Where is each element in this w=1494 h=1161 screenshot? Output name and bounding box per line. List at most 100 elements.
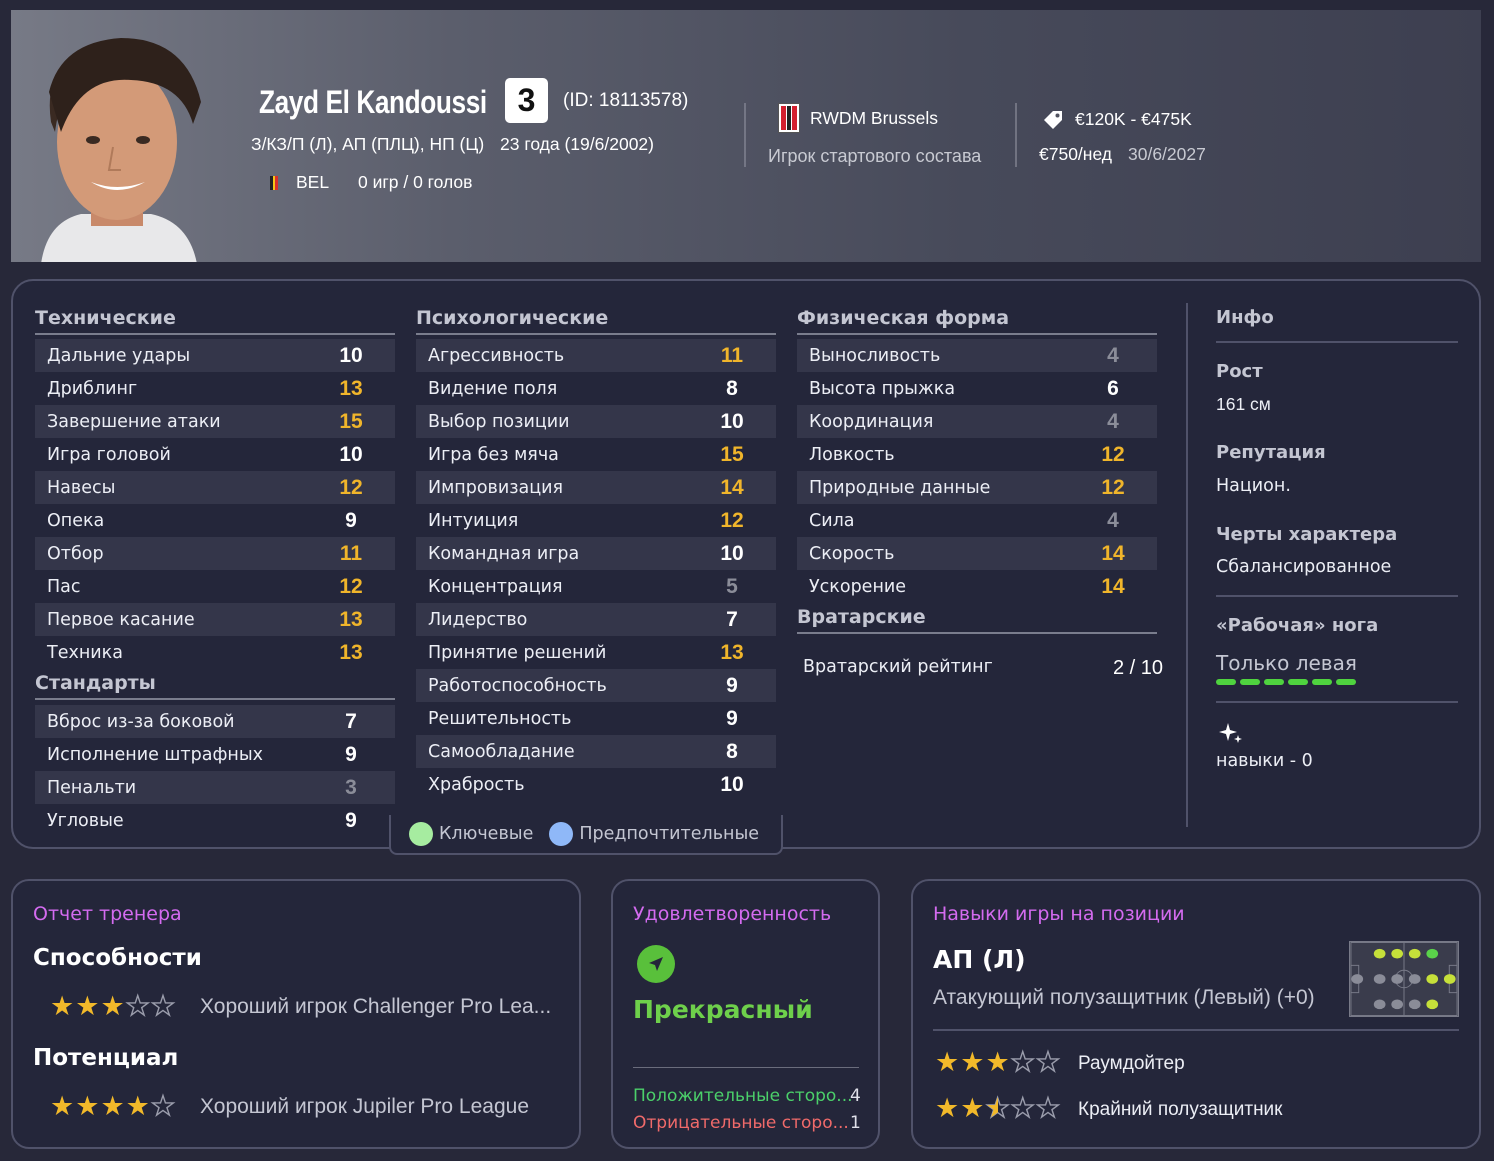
section-title-set-pieces: Стандарты — [35, 672, 395, 700]
preferred-foot-value: Только левая — [1216, 651, 1357, 675]
player-header: Zayd El Kandoussi 3 (ID: 18113578) З/КЗ/… — [11, 10, 1481, 262]
attribute-row[interactable]: Командная игра 10 — [416, 537, 776, 570]
star-empty-icon: ★ — [1010, 1047, 1036, 1078]
transfer-value: €120K - €475K — [1075, 109, 1192, 129]
attribute-row[interactable]: Навесы 12 — [35, 471, 395, 504]
coach-report-title: Отчет тренера — [33, 903, 182, 925]
attribute-row[interactable]: Лидерство 7 — [416, 603, 776, 636]
attribute-label: Принятие решений — [428, 642, 607, 663]
attribute-label: Координация — [809, 411, 934, 432]
section-title-goalkeeping: Вратарские — [797, 606, 1157, 634]
attribute-row[interactable]: Импровизация 14 — [416, 471, 776, 504]
attribute-row[interactable]: Видение поля 8 — [416, 372, 776, 405]
attribute-row[interactable]: Выбор позиции 10 — [416, 405, 776, 438]
attribute-row[interactable]: Координация 4 — [797, 405, 1157, 438]
attribute-label: Игра без мяча — [428, 444, 559, 465]
star-filled-icon: ★ — [125, 1091, 150, 1122]
attribute-value: 12 — [720, 508, 744, 532]
coach-report-card: Отчет тренера Способности ★ ★ ★ ★ ★ Хороший … — [11, 879, 581, 1149]
attribute-label: Угловые — [47, 810, 124, 831]
price-tag-icon — [1044, 111, 1062, 129]
attribute-row[interactable]: Сила 4 — [797, 504, 1157, 537]
negative-factors-link[interactable]: Отрицательные сторо... — [633, 1113, 849, 1133]
star-empty-icon: ★ — [150, 991, 176, 1022]
satisfaction-divider — [633, 1067, 859, 1068]
player-id: (ID: 18113578) — [563, 90, 689, 111]
positive-factors-link[interactable]: Положительные сторо... — [633, 1086, 853, 1106]
section-title-mental: Психологические — [416, 307, 776, 335]
position-pitch-map[interactable] — [1349, 941, 1459, 1017]
nationality[interactable]: BEL — [296, 172, 330, 192]
attribute-row[interactable]: Отбор 11 — [35, 537, 395, 570]
selected-position: АП (Л) — [933, 945, 1026, 974]
star-filled-icon: ★ — [100, 991, 125, 1022]
attribute-label: Решительность — [428, 708, 572, 729]
reputation-value: Национ. — [1216, 476, 1291, 496]
attribute-label: Агрессивность — [428, 345, 565, 366]
satisfaction-status: Прекрасный — [633, 995, 813, 1024]
attribute-row[interactable]: Техника 13 — [35, 636, 395, 669]
attribute-label: Видение поля — [428, 378, 558, 399]
attribute-row[interactable]: Ускорение 14 — [797, 570, 1157, 603]
attribute-label: Выбор позиции — [428, 411, 570, 432]
attribute-row[interactable]: Интуиция 12 — [416, 504, 776, 537]
potential-label: Потенциал — [33, 1045, 179, 1071]
attribute-value: 13 — [339, 376, 363, 400]
attribute-row[interactable]: Пас 12 — [35, 570, 395, 603]
attribute-value: 9 — [726, 673, 738, 697]
role-name[interactable]: Крайний полузащитник — [1078, 1099, 1283, 1120]
info-separator — [1216, 701, 1458, 703]
attribute-row[interactable]: Дальние удары 10 — [35, 339, 395, 372]
attribute-row[interactable]: Опека 9 — [35, 504, 395, 537]
attribute-value: 9 — [345, 742, 357, 766]
attribute-value: 10 — [720, 409, 744, 433]
info-separator — [1216, 595, 1458, 597]
attribute-row[interactable]: Игра без мяча 15 — [416, 438, 776, 471]
attribute-label: Первое касание — [47, 609, 195, 630]
attribute-row[interactable]: Исполнение штрафных 9 — [35, 738, 395, 771]
legend-preferred-label[interactable]: Предпочтительные — [579, 824, 760, 844]
personality-label: Черты характера — [1216, 524, 1398, 545]
attribute-row[interactable]: Решительность 9 — [416, 702, 776, 735]
attribute-row[interactable]: Вброс из-за боковой 7 — [35, 705, 395, 738]
attribute-value: 9 — [726, 706, 738, 730]
attribute-row[interactable]: Работоспособность 9 — [416, 669, 776, 702]
attribute-value: 8 — [726, 739, 738, 763]
attribute-row[interactable]: Самообладание 8 — [416, 735, 776, 768]
attribute-row[interactable]: Агрессивность 11 — [416, 339, 776, 372]
attribute-label: Высота прыжка — [809, 378, 956, 399]
club-name[interactable]: RWDM Brussels — [810, 108, 939, 128]
preferred-attribute-dot-icon — [549, 822, 574, 846]
key-attribute-dot-icon — [409, 822, 433, 846]
attribute-row[interactable]: Природные данные 12 — [797, 471, 1157, 504]
attribute-row[interactable]: Скорость 14 — [797, 537, 1157, 570]
reputation-label: Репутация — [1216, 442, 1326, 463]
attribute-row[interactable]: Дриблинг 13 — [35, 372, 395, 405]
role-name[interactable]: Раумдойтер — [1078, 1053, 1185, 1074]
international-caps: 0 игр / 0 голов — [358, 172, 473, 192]
attribute-row[interactable]: Высота прыжка 6 — [797, 372, 1157, 405]
attribute-row[interactable]: Принятие решений 13 — [416, 636, 776, 669]
attribute-row[interactable]: Завершение атаки 15 — [35, 405, 395, 438]
attribute-label: Сила — [809, 510, 855, 531]
attribute-label: Опека — [47, 510, 105, 531]
goalkeeper-rating-value: 2 / 10 — [1112, 657, 1163, 679]
skills-count[interactable]: навыки - 0 — [1216, 751, 1313, 771]
attribute-row[interactable]: Концентрация 5 — [416, 570, 776, 603]
squad-role: Игрок стартового состава — [768, 146, 982, 166]
section-title-technical: Технические — [35, 307, 395, 335]
attribute-row[interactable]: Игра головой 10 — [35, 438, 395, 471]
position-description: Атакующий полузащитник (Левый) (+0) — [933, 986, 1315, 1009]
attribute-row[interactable]: Храбрость 10 — [416, 768, 776, 801]
legend-key-label[interactable]: Ключевые — [439, 824, 534, 844]
attribute-row[interactable]: Угловые 9 — [35, 804, 395, 837]
attribute-row[interactable]: Первое касание 13 — [35, 603, 395, 636]
club-badge-icon — [778, 103, 800, 133]
attribute-row[interactable]: Пенальти 3 — [35, 771, 395, 804]
attribute-value: 10 — [339, 343, 363, 367]
positive-factors-count: 4 — [850, 1086, 861, 1106]
attribute-row[interactable]: Выносливость 4 — [797, 339, 1157, 372]
position-skills-card: Навыки игры на позиции АП (Л) Атакующий … — [911, 879, 1481, 1149]
attribute-row[interactable]: Ловкость 12 — [797, 438, 1157, 471]
attribute-value: 8 — [726, 376, 738, 400]
